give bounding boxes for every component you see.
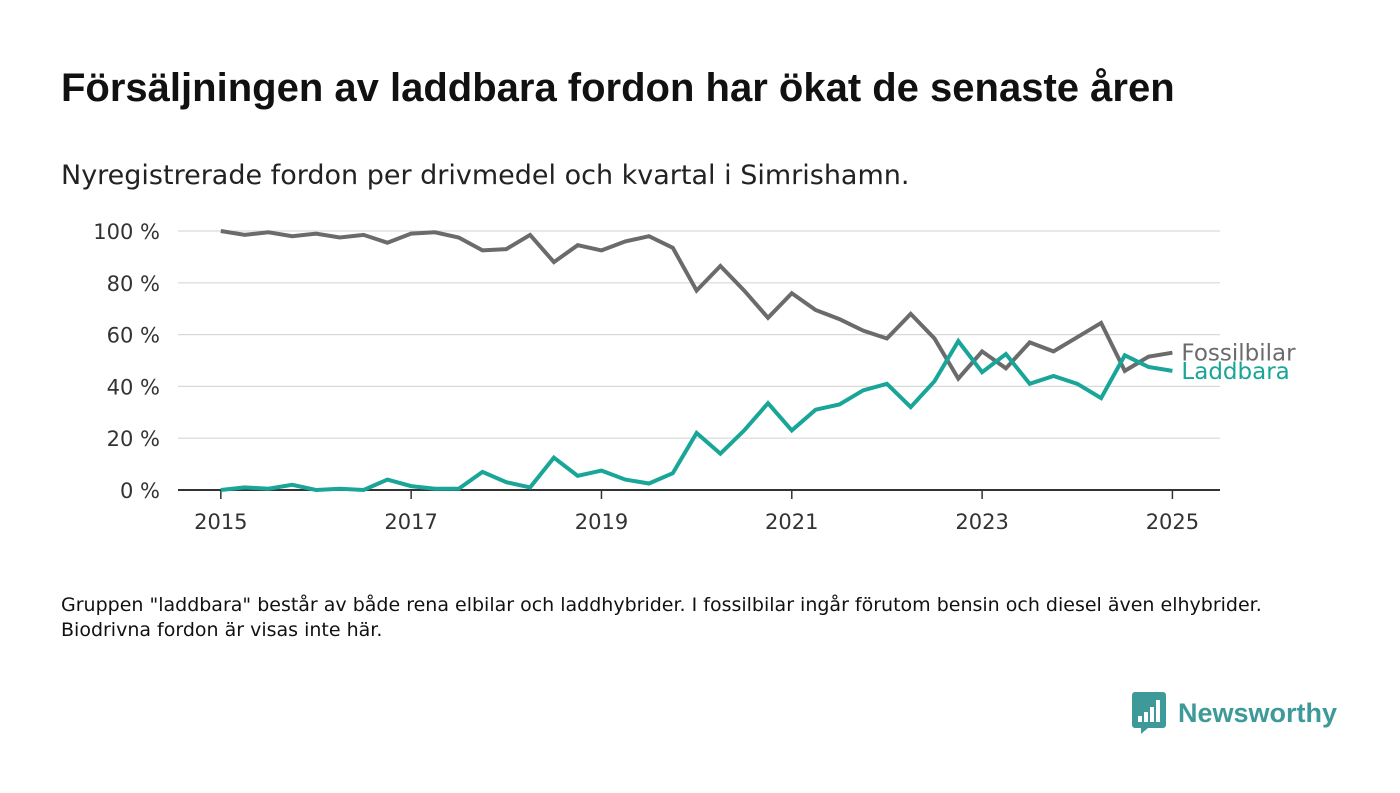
y-tick-label: 40 %	[107, 375, 160, 399]
series-line-laddbara	[220, 337, 1173, 493]
x-tick-label: 2015	[194, 510, 247, 534]
brand-logo: Newsworthy	[1132, 692, 1337, 734]
gridlines	[178, 230, 1220, 439]
x-tick-label: 2019	[575, 510, 628, 534]
series-label-laddbara: Laddbara	[1181, 359, 1289, 385]
chart-title: Försäljningen av laddbara fordon har öka…	[61, 66, 1175, 110]
x-tick-label: 2025	[1146, 510, 1199, 534]
series-lines	[220, 229, 1173, 493]
x-tick-label: 2023	[955, 510, 1008, 534]
axes: 0 % 20 % 40 % 60 % 80 % 100 % 2015 2017 2019 2021…	[93, 220, 1220, 534]
y-tick-label: 20 %	[107, 427, 160, 451]
x-tick-label: 2021	[765, 510, 818, 534]
y-tick-label: 100 %	[93, 220, 160, 244]
chart-subtitle: Nyregistrerade fordon per drivmedel och …	[61, 160, 910, 191]
y-tick-label: 0 %	[120, 479, 160, 503]
y-tick-label: 80 %	[107, 272, 160, 296]
y-tick-label: 60 %	[107, 324, 160, 348]
brand-name: Newsworthy	[1178, 697, 1338, 728]
series-line-fossilbilar	[220, 229, 1173, 382]
series-label-fossilbilar: Fossilbilar	[1181, 341, 1296, 367]
line-chart: 0 % 20 % 40 % 60 % 80 % 100 % 2015 2017 2019 2021…	[93, 220, 1296, 534]
footnote: Gruppen "laddbara" består av både rena e…	[61, 594, 1262, 641]
x-tick-label: 2017	[384, 510, 437, 534]
bar-chart-speech-bubble-icon	[1132, 692, 1166, 734]
